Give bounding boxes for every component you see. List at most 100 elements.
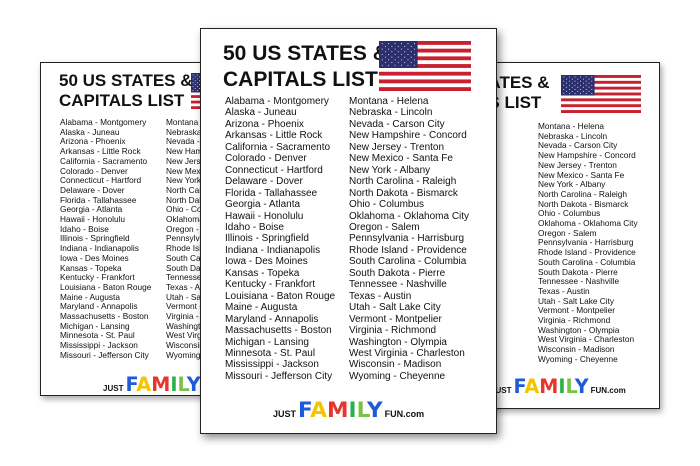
flag-star [591, 92, 593, 94]
flag-star [588, 86, 590, 88]
flag-star [568, 76, 570, 78]
state-capital-item: Indiana - Indianapolis [225, 244, 321, 256]
state-capital-item: Pennsylvania - Harrisburg [538, 237, 634, 248]
flag-star [588, 90, 590, 92]
flag-star [413, 59, 415, 61]
flag-star [388, 64, 390, 66]
state-capital-item: Wisconsin - Madison [349, 359, 442, 371]
flag-stripe [561, 107, 641, 111]
state-capital-item: Alaska - Juneau [60, 126, 120, 137]
flag-star [577, 90, 579, 92]
state-capital-item: Montana - Helena [538, 121, 604, 131]
state-capital-item: Arkansas - Little Rock [225, 130, 323, 142]
flag-stripe [561, 89, 641, 93]
flag-stripe [379, 52, 471, 57]
logo-letter: A [524, 375, 540, 398]
state-capital-item: Mississippi - Jackson [225, 359, 319, 371]
flag-star [566, 82, 568, 84]
logo-letter: M [151, 373, 171, 396]
flag-star [407, 64, 409, 66]
flag-star [194, 76, 196, 78]
logo-letter: L [356, 398, 367, 423]
flag-star [407, 43, 409, 45]
flag-stripe [379, 87, 471, 91]
flag-star [407, 53, 409, 55]
printable-page-center: 50 US STATES & CAPITALS LIST Alabama - M… [200, 28, 497, 434]
state-capital-item: Nebraska - Lincoln [349, 107, 433, 119]
state-capital-item: Delaware - Dover [60, 184, 125, 195]
state-capital-item: Ohio - Columbus [166, 204, 229, 215]
state-capital-item: Hawaii - Honolulu [60, 214, 126, 225]
flag-star [585, 76, 587, 78]
flag-star [410, 45, 412, 47]
state-capital-item: Minnesota - St. Paul [225, 347, 316, 359]
state-capital-item: New York - Albany [538, 179, 606, 190]
state-capital-item: Wisconsin - Madison [538, 344, 615, 355]
flag-star [404, 56, 406, 58]
flag-stripe [561, 110, 641, 113]
state-capital-item: North Carolina - Raleigh [349, 176, 457, 188]
state-capital-item: New York - Albany [349, 164, 431, 176]
state-capital-item: New Mexico - Santa Fe [349, 153, 453, 165]
state-capital-item: South Carolina - Columbia [538, 256, 636, 267]
state-capital-item: New Jersey - Trenton [538, 159, 617, 170]
flag-star [391, 56, 393, 58]
flag-star [410, 51, 412, 53]
flag-star [194, 88, 196, 90]
flag-star [381, 53, 383, 55]
page-title: 50 US STATES & CAPITALS LIST [223, 41, 388, 93]
flag-star [196, 89, 198, 91]
flag-star [580, 88, 582, 90]
flag-star [394, 64, 396, 66]
flag-star [563, 88, 565, 90]
state-capital-item: Rhode Island - Providence [538, 247, 636, 258]
state-capital-item: Alabama - Montgomery [60, 117, 147, 127]
flag-star [582, 86, 584, 88]
flag-star [413, 53, 415, 55]
flag-star [381, 43, 383, 45]
flag-star [413, 64, 415, 66]
flag-stripe [379, 83, 471, 88]
logo-main: FAMILY [298, 397, 383, 423]
flag-star [397, 62, 399, 64]
title-line-1: 50 US STATES & [223, 42, 388, 65]
flag-star [388, 53, 390, 55]
state-capital-item: New York - Albany [166, 175, 233, 186]
flag-star [196, 74, 198, 76]
flag-star [394, 43, 396, 45]
flag-stripe [561, 86, 641, 90]
flag-star [577, 78, 579, 80]
state-capital-item: Maryland - Annapolis [225, 313, 319, 325]
state-capital-item: New Jersey - Trenton [349, 141, 445, 153]
state-capital-item: Oregon - Salem [166, 223, 225, 234]
state-capital-item: Virginia - Richmond [538, 315, 611, 326]
flag-star [588, 82, 590, 84]
flag-star [404, 62, 406, 64]
flag-stripe [379, 71, 471, 76]
flag-star [568, 84, 570, 86]
flag-star [397, 45, 399, 47]
flag-stripe [379, 75, 471, 80]
flag-star [585, 92, 587, 94]
state-capital-item: Arkansas - Little Rock [60, 146, 141, 157]
state-capital-item: Connecticut - Hartford [60, 175, 142, 186]
logo-letter: F [125, 373, 137, 396]
state-capital-item: Ohio - Columbus [538, 208, 601, 219]
logo-suffix: FUN.com [384, 409, 425, 419]
flag-star [574, 84, 576, 86]
state-capital-item: Missouri - Jefferson City [225, 370, 333, 382]
state-capital-item: Montana - Helena [349, 96, 429, 107]
flag-star [563, 76, 565, 78]
logo-letter: F [298, 398, 311, 423]
state-capital-item: Louisiana - Baton Rouge [60, 281, 152, 292]
state-capital-item: Oklahoma - Oklahoma City [349, 210, 470, 222]
flag-star [577, 82, 579, 84]
flag-star [407, 48, 409, 50]
flag-star [388, 59, 390, 61]
flag-star [404, 51, 406, 53]
state-capital-item: Maine - Augusta [60, 291, 120, 302]
us-flag-icon [561, 75, 641, 113]
